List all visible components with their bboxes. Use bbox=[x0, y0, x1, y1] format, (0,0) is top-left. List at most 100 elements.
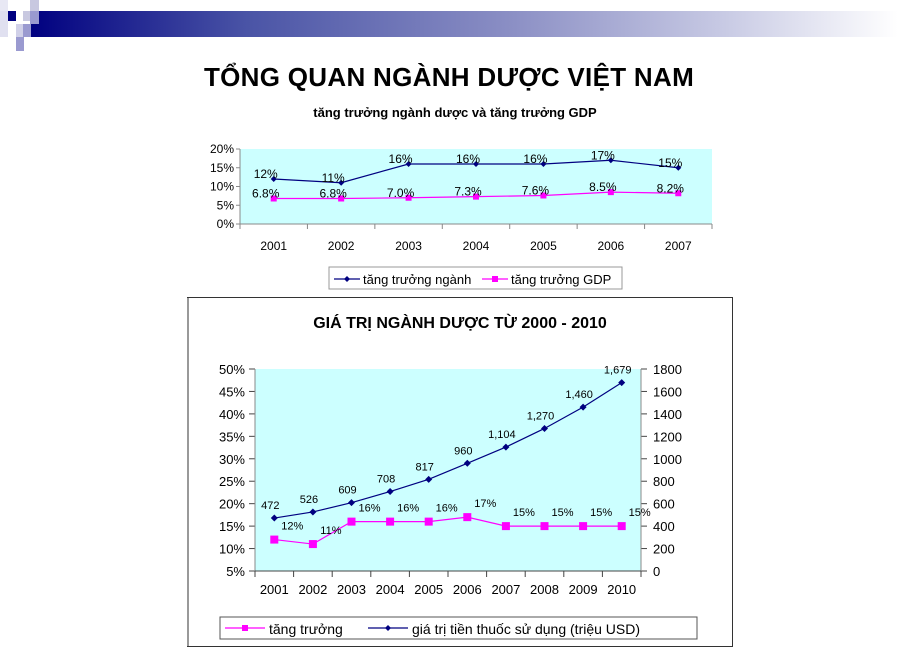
y-left-tick-label: 45% bbox=[219, 384, 245, 399]
y-right-tick-label: 1400 bbox=[653, 407, 682, 422]
y-left-tick-label: 15% bbox=[219, 519, 245, 534]
y-axis-right: 0 200 400 600 800 1000 1200 1400 1600 1800 bbox=[640, 362, 682, 579]
square-marker-icon bbox=[405, 194, 412, 201]
square-marker-icon bbox=[270, 535, 279, 544]
diamond-marker-icon bbox=[386, 488, 394, 496]
data-label: 1,270 bbox=[527, 410, 555, 422]
data-label: 15% bbox=[629, 507, 651, 519]
diamond-marker-icon bbox=[579, 403, 587, 411]
y-right-tick-label: 0 bbox=[653, 564, 660, 579]
data-label: 12% bbox=[254, 167, 278, 181]
square-marker-icon bbox=[270, 195, 277, 202]
decor-square bbox=[16, 24, 23, 37]
diamond-marker-icon bbox=[675, 164, 682, 171]
legend-label-value: giá trị tiền thuốc sử dụng (triệu USD) bbox=[412, 621, 640, 637]
y-left-tick-label: 40% bbox=[219, 407, 245, 422]
series-line: 12% 11% 16% 16% 16% 17% 15% bbox=[254, 148, 683, 186]
series-group: 12% 11% 16% 16% 16% 17% 15% 6.8% 6.8% 7.0% 7.3% 7.6… bbox=[252, 148, 685, 202]
square-marker-icon bbox=[540, 192, 547, 199]
diamond-marker-icon bbox=[463, 459, 471, 467]
x-tick-label: 2004 bbox=[463, 239, 490, 253]
diamond-marker-icon bbox=[309, 508, 317, 516]
square-marker-icon bbox=[492, 276, 498, 282]
series-line: 6.8% 6.8% 7.0% 7.3% 7.6% 8.5% 8.2% bbox=[252, 180, 685, 202]
diamond-marker-icon bbox=[385, 625, 391, 631]
y-right-tick-label: 800 bbox=[653, 474, 675, 489]
x-axis: 2001 2002 2003 2004 2005 2006 2007 2008 2009 2010 bbox=[254, 570, 642, 597]
decor-square bbox=[23, 11, 30, 21]
square-marker-icon bbox=[579, 522, 588, 531]
square-marker-icon bbox=[675, 190, 682, 197]
data-label: 11% bbox=[320, 525, 341, 537]
x-tick-label: 2002 bbox=[298, 582, 327, 597]
square-marker-icon bbox=[617, 522, 626, 531]
legend-label-growth: tăng trưởng bbox=[269, 621, 343, 637]
square-marker-icon bbox=[308, 540, 317, 549]
y-left-tick-label: 20% bbox=[219, 497, 245, 512]
legend-label-industry: tăng trưởng ngành bbox=[363, 272, 471, 287]
diamond-marker-icon bbox=[473, 161, 479, 167]
x-tick-label: 2004 bbox=[376, 582, 405, 597]
decor-square bbox=[30, 0, 39, 11]
y-right-tick-label: 1600 bbox=[653, 384, 682, 399]
plot-area bbox=[255, 369, 641, 571]
diamond-marker-icon bbox=[607, 157, 614, 164]
y-tick-label: 5% bbox=[217, 198, 235, 212]
diamond-marker-icon bbox=[270, 514, 278, 522]
data-label: 17% bbox=[474, 498, 496, 510]
decor-square bbox=[0, 0, 8, 11]
industry-vs-gdp-growth-chart: tăng trưởng ngành dược và tăng trưởng GD… bbox=[210, 105, 713, 290]
page-title: TỔNG QUAN NGÀNH DƯỢC VIỆT NAM bbox=[203, 62, 695, 92]
diamond-marker-icon bbox=[540, 161, 547, 167]
diamond-marker-icon bbox=[348, 499, 355, 507]
diamond-marker-icon bbox=[425, 475, 433, 483]
diamond-marker-icon bbox=[344, 276, 350, 282]
data-label: 15% bbox=[513, 507, 535, 519]
square-marker-icon bbox=[424, 517, 433, 526]
y-left-tick-label: 5% bbox=[226, 564, 245, 579]
data-label: 7.0% bbox=[387, 186, 415, 200]
y-left-tick-label: 50% bbox=[219, 362, 245, 377]
y-right-tick-label: 600 bbox=[653, 497, 675, 512]
square-marker-icon bbox=[473, 193, 479, 200]
data-label: 16% bbox=[358, 503, 380, 515]
square-marker-icon bbox=[338, 195, 345, 202]
x-tick-label: 2005 bbox=[414, 582, 443, 597]
x-tick-label: 2008 bbox=[530, 582, 559, 597]
decor-square bbox=[8, 11, 16, 21]
series-line: 472 526 609 708 817 960 1,104 1,270 1,460 1,679 bbox=[261, 365, 631, 522]
y-left-tick-label: 25% bbox=[219, 474, 245, 489]
y-tick-label: 10% bbox=[210, 180, 234, 194]
series-group: 12% 11% 16% 16% 16% 17% 15% 15% 15% 15% 472 526 609 7… bbox=[261, 365, 651, 549]
pharma-value-chart: GIÁ TRỊ NGÀNH DƯỢC TỪ 2000 - 2010 5% 10% 1… bbox=[187, 297, 733, 647]
data-label: 708 bbox=[377, 474, 395, 486]
diamond-marker-icon bbox=[502, 443, 510, 451]
square-marker-icon bbox=[242, 625, 248, 631]
decor-square bbox=[23, 24, 31, 37]
data-label: 16% bbox=[389, 152, 413, 166]
data-label: 6.8% bbox=[319, 187, 347, 201]
legend-label-gdp: tăng trưởng GDP bbox=[511, 272, 611, 287]
series-line: 12% 11% 16% 16% 16% 17% 15% 15% 15% 15% bbox=[270, 498, 651, 549]
square-marker-icon bbox=[607, 189, 614, 196]
legend: tăng trưởng ngành tăng trưởng GDP bbox=[328, 266, 623, 290]
data-label: 1,679 bbox=[604, 365, 632, 377]
data-label: 11% bbox=[322, 171, 345, 185]
x-tick-label: 2010 bbox=[607, 582, 636, 597]
data-label: 15% bbox=[551, 507, 573, 519]
square-marker-icon bbox=[463, 513, 472, 522]
x-tick-label: 2003 bbox=[395, 239, 422, 253]
data-label: 16% bbox=[523, 152, 547, 166]
x-tick-label: 2002 bbox=[328, 239, 355, 253]
x-tick-label: 2005 bbox=[530, 239, 557, 253]
data-label: 8.2% bbox=[657, 181, 685, 195]
x-tick-label: 2003 bbox=[337, 582, 366, 597]
y-right-tick-label: 1800 bbox=[653, 362, 682, 377]
decor-square bbox=[8, 0, 23, 11]
data-label: 16% bbox=[436, 503, 458, 515]
data-label: 17% bbox=[591, 148, 615, 162]
data-label: 1,104 bbox=[488, 429, 516, 441]
y-axis: 0% 5% 10% 15% 20% bbox=[210, 142, 241, 231]
y-right-tick-label: 200 bbox=[653, 542, 675, 557]
data-label: 6.8% bbox=[252, 187, 280, 201]
